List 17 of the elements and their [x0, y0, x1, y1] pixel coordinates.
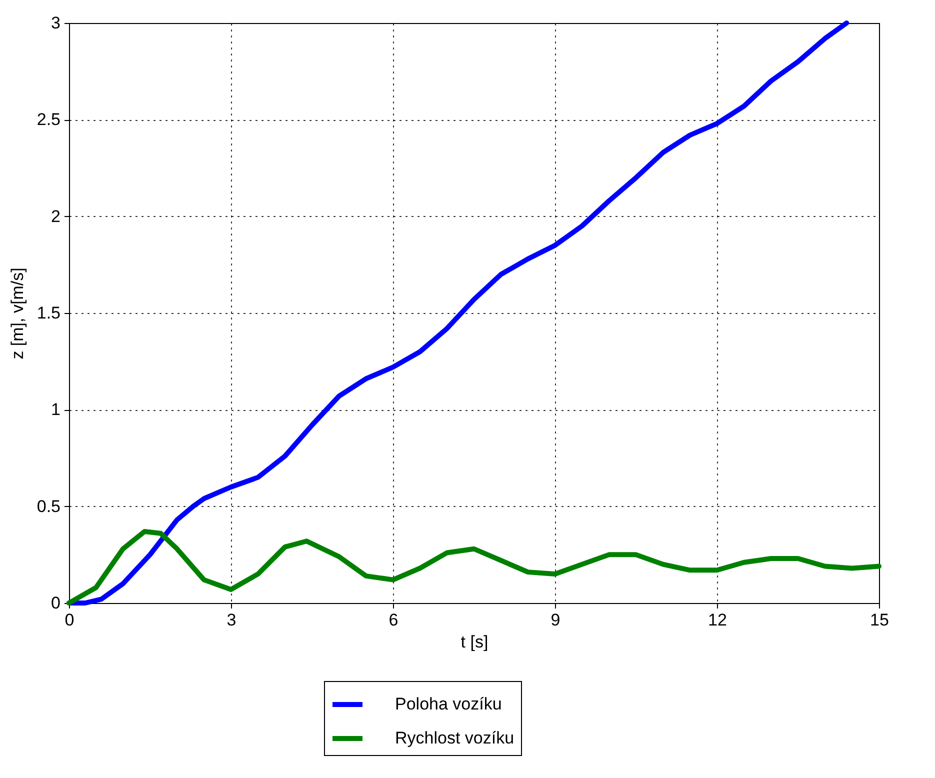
- y-tick-label: 0.5: [36, 496, 60, 516]
- y-tick-label: 1.5: [36, 304, 60, 322]
- y-tick-label: 0: [51, 594, 60, 612]
- y-axis-title: z [m], v[m/s]: [8, 268, 27, 360]
- x-tick-label: 15: [870, 610, 889, 630]
- legend-label: Rychlost vozíku: [395, 728, 514, 748]
- x-tick-label: 9: [550, 610, 560, 630]
- legend-label: Poloha vozíku: [395, 694, 502, 714]
- y-tick-label: 1: [51, 400, 60, 420]
- x-tick-label: 6: [388, 610, 398, 630]
- x-tick-label: 12: [708, 610, 727, 630]
- y-tick-label: 2: [51, 206, 60, 226]
- y-tick-label: 3: [51, 14, 60, 32]
- x-axis-title: t [s]: [460, 632, 488, 652]
- y-tick-label: 2.5: [36, 110, 60, 130]
- x-tick-label: 3: [226, 610, 236, 630]
- x-tick-label: 0: [64, 610, 74, 630]
